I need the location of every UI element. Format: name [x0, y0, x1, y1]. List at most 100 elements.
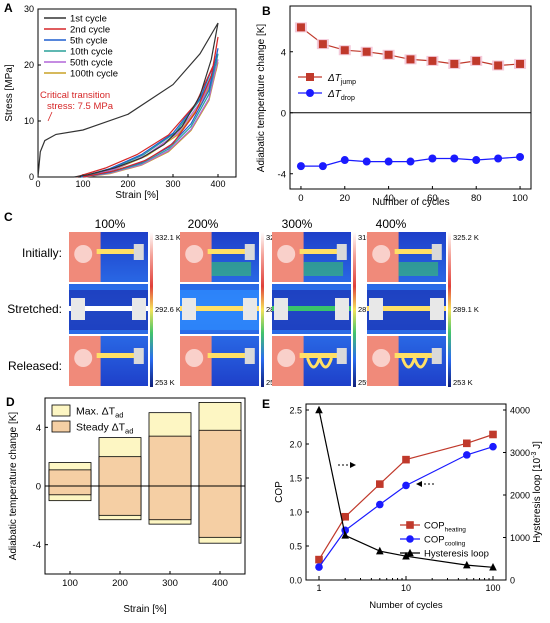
hot-spot	[277, 245, 296, 263]
x-tick-label-e: 10	[401, 583, 411, 593]
y-axis-label-b: Adiabatic temperature change [K]	[256, 24, 267, 173]
point-b-1	[428, 154, 437, 163]
scale-mid-label: 289.1 K	[453, 305, 479, 314]
sample-band	[96, 249, 141, 254]
sample-band	[96, 353, 141, 358]
frame-separator	[367, 334, 446, 336]
point-b-0	[384, 50, 393, 59]
legend-label-sub: cooling	[445, 541, 466, 548]
sample-band	[394, 353, 439, 358]
point-e-2	[463, 560, 471, 569]
annotation-a: Critical transition stress: 7.5 MPa	[40, 90, 114, 122]
x-tick-label-d: 200	[112, 578, 128, 589]
point-e-1	[376, 500, 384, 509]
point-e-2	[376, 546, 384, 555]
point-b-1	[406, 157, 415, 166]
curve-2	[80, 48, 219, 178]
legend-label-a: 1st cycle	[70, 14, 107, 25]
released-loop	[401, 353, 428, 369]
legend-label-sub: ad	[125, 427, 133, 436]
column-header: 200%	[188, 217, 219, 231]
row-label: Stretched:	[7, 302, 62, 316]
y-tick-label-e-right: 2000	[510, 491, 530, 501]
axes-b: 0 20 40 60 80 100 -4 0 4	[278, 47, 531, 204]
legend-label-b: ΔTdrop	[327, 89, 355, 102]
frame-separator	[367, 386, 446, 388]
axes-e: 1 10 100 0.0 0.5 1.0 1.5 2.0 2.5 0 1000 2000 3000 400…	[289, 406, 530, 594]
y-tick-label-e-left: 0.0	[289, 576, 302, 586]
point-e-2	[489, 562, 497, 571]
legend-label-d: Steady ΔTad	[76, 422, 133, 436]
temperature-scale	[448, 232, 451, 387]
stretched-band	[272, 306, 351, 311]
annotation-text-2: stress: 7.5 MPa	[47, 101, 114, 112]
point-b-0	[494, 61, 503, 70]
legend-label-e: COPcooling	[424, 535, 466, 548]
x-tick-label-b: 100	[512, 193, 528, 204]
y-tick-label-e-left: 0.5	[289, 542, 302, 552]
point-b-0	[318, 40, 327, 49]
point-e-0	[376, 480, 384, 488]
row-labels: Initially: Stretched: Released:	[7, 246, 62, 373]
hot-spot	[74, 245, 93, 263]
bar-d-1	[148, 435, 192, 521]
temperature-scale	[150, 232, 153, 387]
hot-spot	[74, 349, 93, 367]
axes-d: -4 0 4 100 200 300 400	[33, 423, 228, 589]
legend-label-main: COP	[424, 535, 445, 546]
y-tick-label-e-right: 4000	[510, 406, 530, 416]
point-b-0	[428, 56, 437, 65]
legend-label-a: 2nd cycle	[70, 25, 110, 36]
clamp-left	[369, 298, 383, 320]
scale-bottom-label: 253 K	[155, 378, 175, 387]
legend-marker-e	[406, 535, 414, 543]
y-tick-label-d: 0	[36, 482, 41, 493]
y-tick-label-e-left: 2.0	[289, 440, 302, 450]
legend-label-main: Steady ΔT	[76, 422, 126, 434]
point-b-0	[516, 59, 525, 68]
bar-d-1	[48, 469, 92, 496]
legend-label-e: Hysteresis loop	[424, 549, 489, 560]
x-tick-label-e: 1	[316, 583, 321, 593]
clamp	[244, 244, 255, 260]
line-e-2	[318, 409, 494, 568]
point-b-1	[318, 162, 327, 171]
axis-arrows-e	[338, 462, 434, 487]
x-axis-label-d: Strain [%]	[123, 604, 167, 615]
point-e-2	[402, 551, 410, 560]
point-b-0	[362, 47, 371, 56]
clamp	[336, 348, 347, 364]
x-tick-label-a: 200	[120, 179, 135, 189]
x-tick-label-d: 100	[62, 578, 78, 589]
point-e-0	[341, 512, 349, 521]
axes-frame-a	[37, 8, 237, 178]
clamp	[431, 244, 442, 260]
frame-separator	[180, 282, 259, 284]
x-tick-label-e: 100	[485, 583, 500, 593]
point-e-1	[463, 451, 471, 459]
clamp-right	[132, 298, 146, 320]
frame-separator	[69, 386, 148, 388]
panel-label-b: B	[262, 4, 271, 18]
panel-c: C 100% 200% 300% 400% Initially: Stretched: R…	[4, 210, 479, 388]
panel-e: E 1 10 100 0.0 0.5 1.0 1.5 2.0 2.5 0 1000 2000 3000 4…	[262, 397, 543, 611]
point-b-1	[296, 162, 305, 171]
x-tick-label-a: 0	[35, 179, 40, 189]
temperature-scale	[353, 232, 356, 387]
point-b-1	[450, 154, 459, 163]
y-tick-label-e-left: 2.5	[289, 406, 302, 416]
stretched-band	[367, 306, 446, 311]
legend-label-main: ΔT	[327, 73, 342, 84]
point-e-1	[315, 563, 323, 571]
line-e-0	[318, 433, 494, 560]
point-b-0	[406, 55, 415, 64]
y-tick-label-e-right: 0	[510, 576, 515, 586]
legend-label-a: 100th cycle	[70, 69, 118, 80]
thermal-image-3: 315.2 K287.4 K259.6 K	[272, 232, 384, 388]
